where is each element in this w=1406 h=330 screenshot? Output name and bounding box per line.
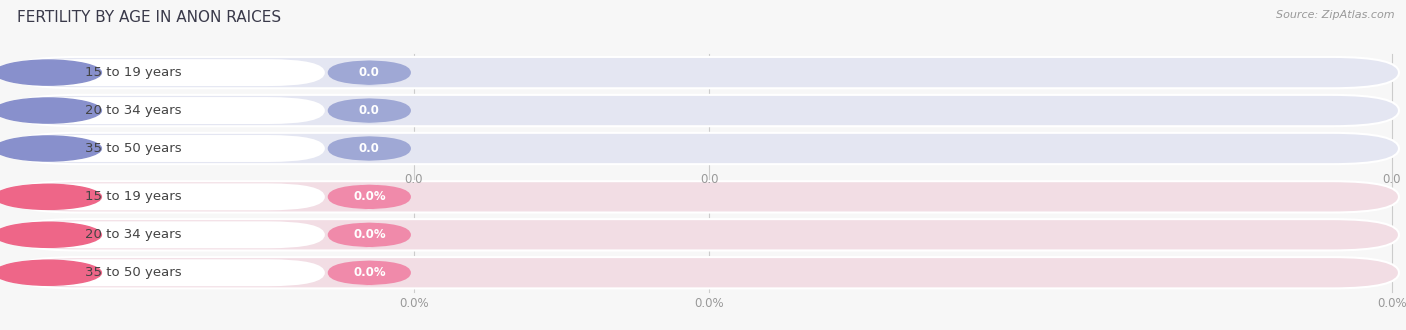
Text: 0.0%: 0.0% [353, 228, 385, 241]
FancyBboxPatch shape [11, 133, 1399, 164]
FancyBboxPatch shape [21, 221, 325, 248]
Text: 0.0: 0.0 [700, 173, 718, 185]
FancyBboxPatch shape [11, 181, 1399, 213]
Text: 0.0%: 0.0% [353, 190, 385, 203]
FancyBboxPatch shape [21, 183, 325, 210]
Text: 20 to 34 years: 20 to 34 years [86, 104, 181, 117]
Circle shape [0, 222, 101, 248]
Circle shape [0, 136, 101, 161]
Circle shape [0, 98, 101, 123]
Text: 35 to 50 years: 35 to 50 years [86, 142, 181, 155]
FancyBboxPatch shape [21, 259, 325, 286]
Text: 0.0: 0.0 [1382, 173, 1402, 185]
Text: 0.0%: 0.0% [695, 297, 724, 310]
Text: 0.0: 0.0 [359, 104, 380, 117]
Text: 0.0%: 0.0% [353, 266, 385, 279]
FancyBboxPatch shape [328, 222, 411, 248]
FancyBboxPatch shape [11, 95, 1399, 126]
FancyBboxPatch shape [328, 184, 411, 209]
FancyBboxPatch shape [11, 57, 1399, 88]
Text: 20 to 34 years: 20 to 34 years [86, 228, 181, 241]
Text: 15 to 19 years: 15 to 19 years [86, 190, 181, 203]
FancyBboxPatch shape [11, 219, 1399, 250]
Circle shape [0, 260, 101, 285]
FancyBboxPatch shape [328, 98, 411, 123]
FancyBboxPatch shape [21, 59, 325, 86]
Text: 0.0: 0.0 [405, 173, 423, 185]
Text: 35 to 50 years: 35 to 50 years [86, 266, 181, 279]
Text: FERTILITY BY AGE IN ANON RAICES: FERTILITY BY AGE IN ANON RAICES [17, 10, 281, 25]
Circle shape [0, 60, 101, 85]
Text: 0.0: 0.0 [359, 66, 380, 79]
Text: 0.0: 0.0 [359, 142, 380, 155]
Text: 0.0%: 0.0% [1376, 297, 1406, 310]
FancyBboxPatch shape [21, 135, 325, 162]
FancyBboxPatch shape [11, 257, 1399, 288]
Text: 0.0%: 0.0% [399, 297, 429, 310]
Text: 15 to 19 years: 15 to 19 years [86, 66, 181, 79]
FancyBboxPatch shape [328, 260, 411, 285]
FancyBboxPatch shape [328, 136, 411, 161]
Text: Source: ZipAtlas.com: Source: ZipAtlas.com [1277, 10, 1395, 20]
FancyBboxPatch shape [328, 60, 411, 85]
FancyBboxPatch shape [21, 97, 325, 124]
Circle shape [0, 184, 101, 209]
